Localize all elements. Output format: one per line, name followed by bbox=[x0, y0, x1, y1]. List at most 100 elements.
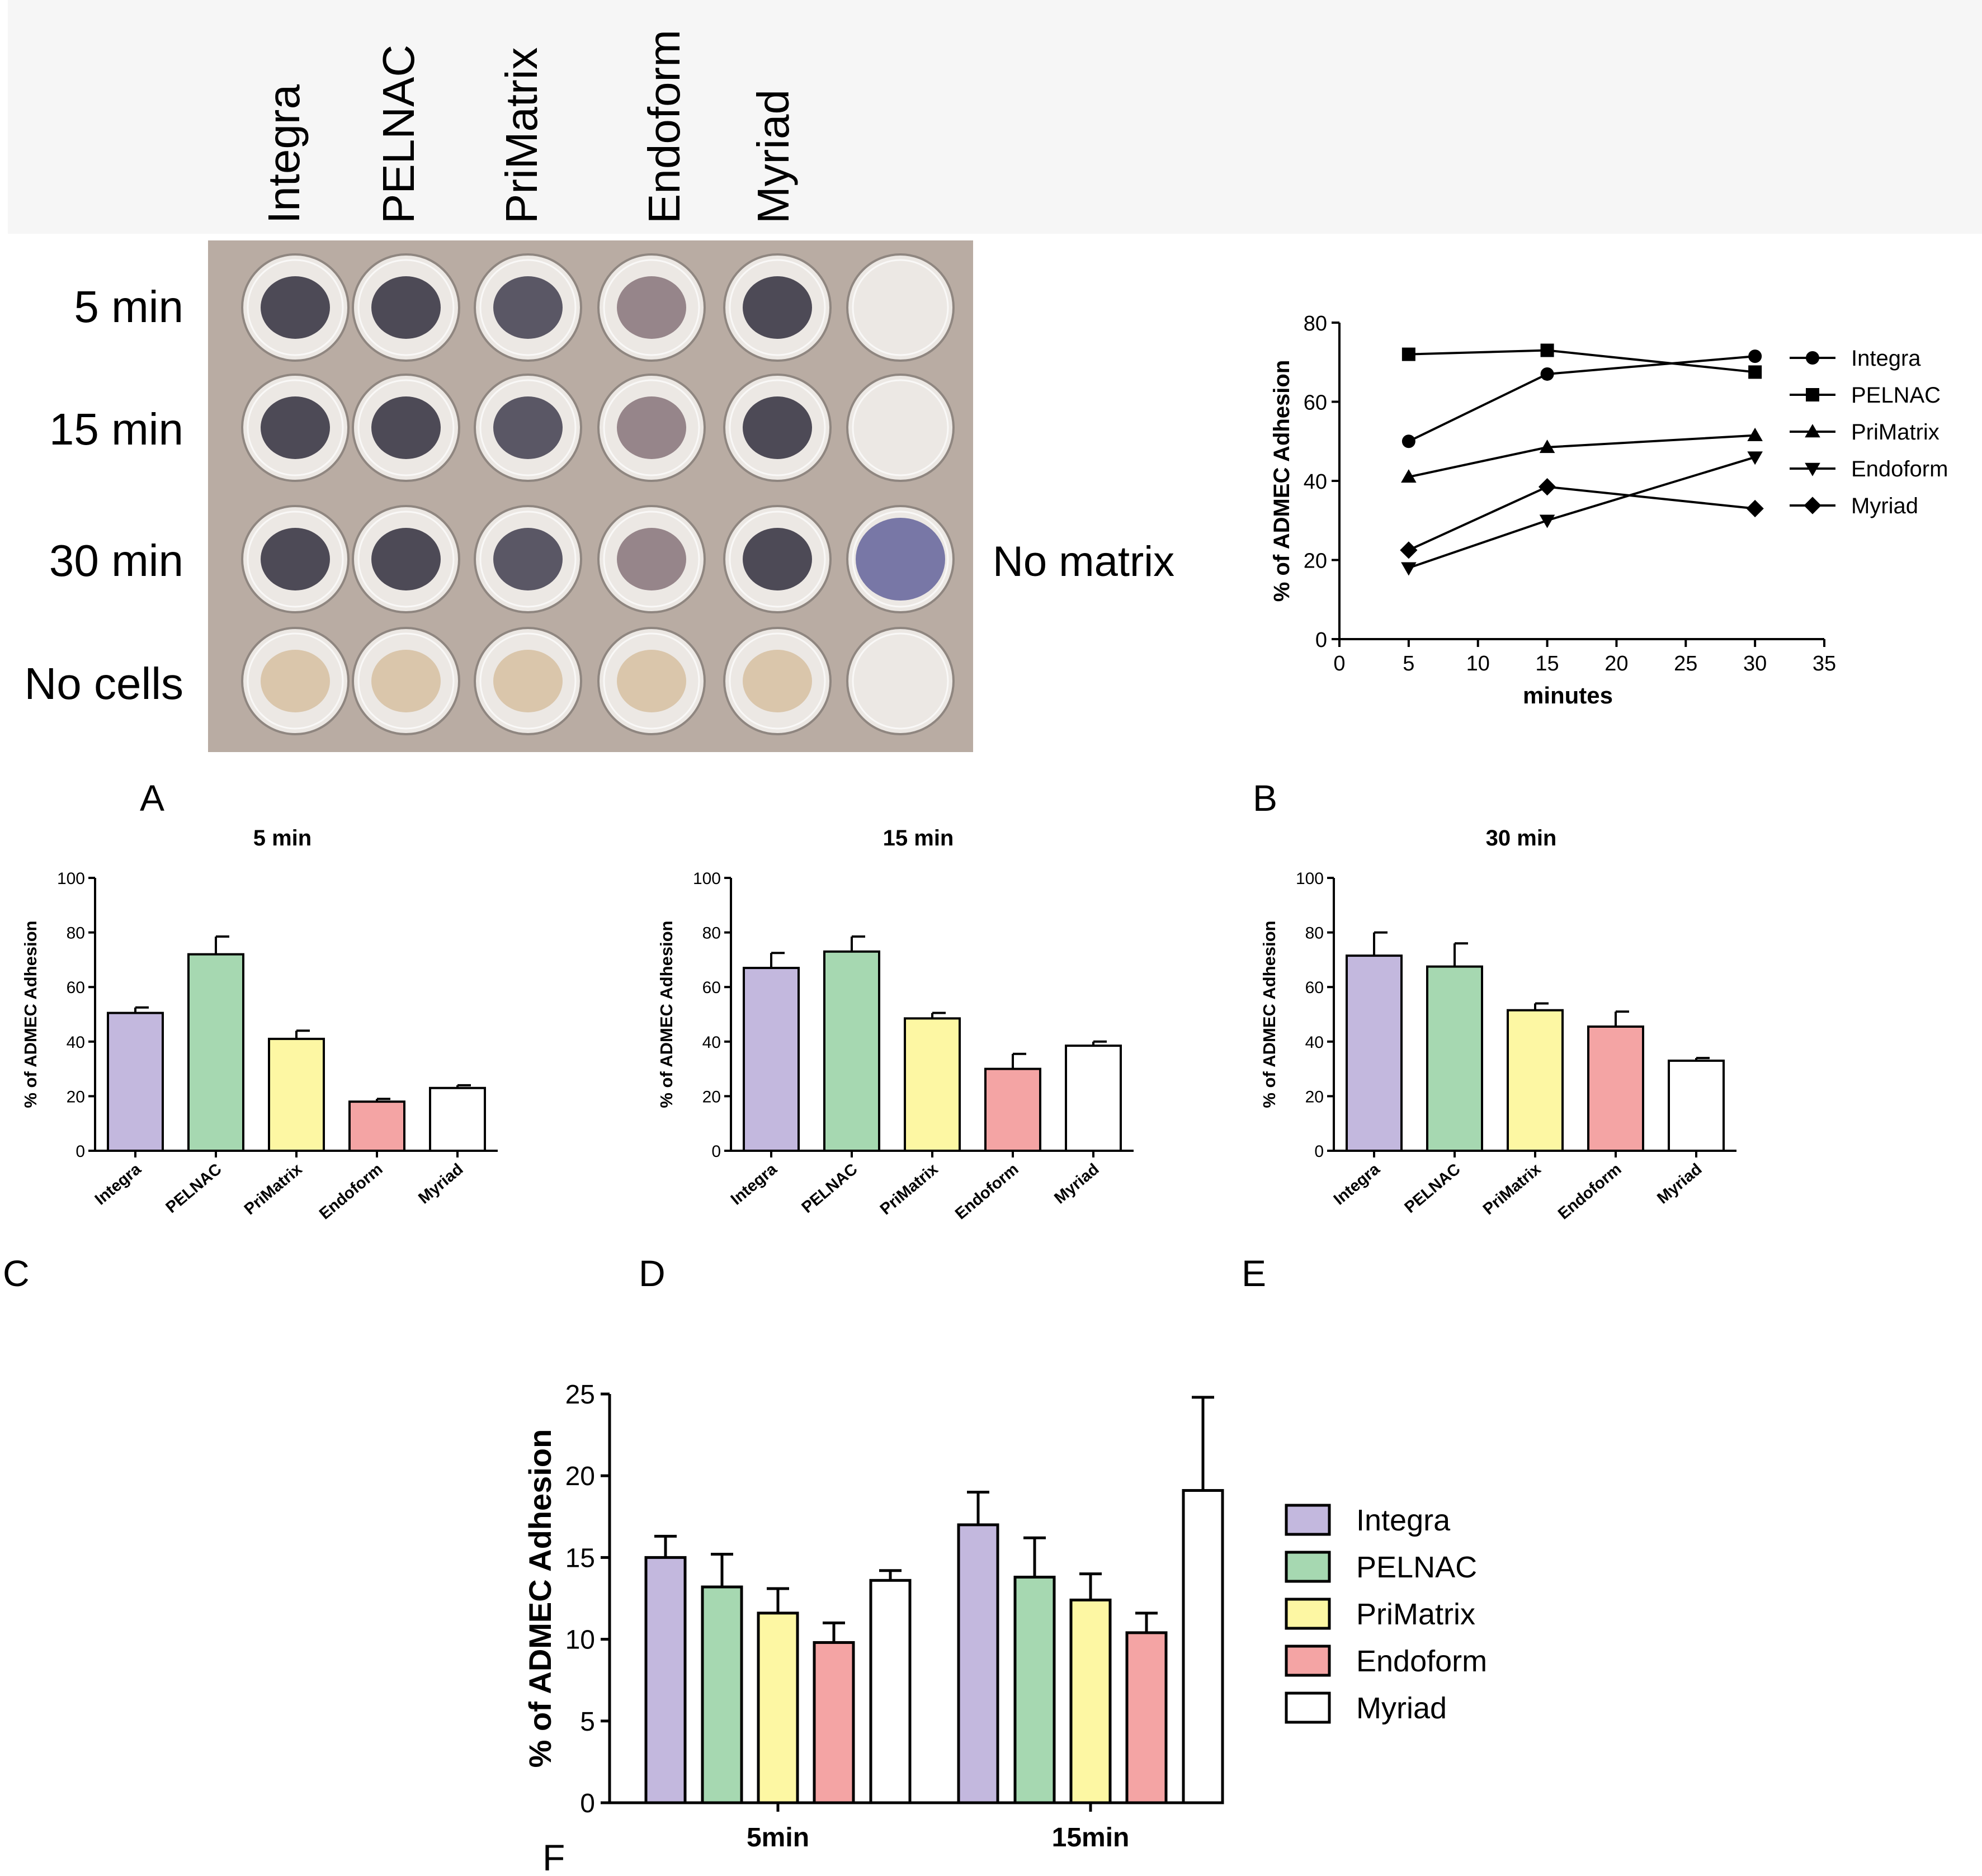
well-rim bbox=[729, 632, 826, 730]
bar-integra-5min bbox=[644, 1556, 687, 1804]
bar-endoform bbox=[984, 1067, 1041, 1152]
panel-letter-b: B bbox=[1253, 777, 1277, 819]
data-point bbox=[1400, 541, 1418, 559]
series-myriad bbox=[1400, 478, 1764, 559]
x-tick-label-pelnac: PELNAC bbox=[1401, 1160, 1464, 1217]
matrix-column-labels: Integra PELNAC PriMatrix Endoform Myriad bbox=[259, 30, 798, 224]
series-line bbox=[1408, 434, 1756, 478]
well-rim bbox=[479, 632, 577, 730]
well-rim bbox=[247, 379, 344, 476]
data-point bbox=[1748, 365, 1762, 379]
well-rim bbox=[357, 632, 455, 730]
panel-c-bar-chart-5min: 5 min 0 20 40 60 80 100 % of ADMEC Adhesion Inte… bbox=[3, 826, 498, 1294]
bar-primatrix bbox=[1507, 1009, 1564, 1152]
x-tick-label: 15 bbox=[1535, 652, 1559, 675]
data-point bbox=[1401, 469, 1417, 483]
matrix-sample bbox=[371, 276, 441, 339]
well-rim bbox=[357, 379, 455, 476]
matrix-sample bbox=[261, 396, 330, 459]
panel-b-line-chart: 0 20 40 60 80 0 5 10 15 20 25 30 35 minutes % of ADMEC… bbox=[1253, 312, 1948, 819]
bar-pelnac-5min bbox=[701, 1585, 743, 1804]
series-line bbox=[1408, 456, 1756, 569]
legend-marker bbox=[1804, 497, 1821, 514]
data-point bbox=[1746, 499, 1764, 518]
data-point bbox=[1539, 440, 1555, 453]
matrix-sample bbox=[617, 650, 686, 712]
x-tick-label-myriad: Myriad bbox=[415, 1160, 466, 1208]
x-tick-label-pelnac: PELNAC bbox=[163, 1160, 225, 1217]
panel-letter-e: E bbox=[1242, 1253, 1266, 1294]
series-pelnac bbox=[1401, 343, 1762, 379]
y-tick-label: 100 bbox=[1296, 870, 1324, 888]
y-axis-title: % of ADMEC Adhesion bbox=[21, 920, 40, 1108]
well-rim bbox=[852, 511, 949, 608]
well-rim bbox=[479, 379, 577, 476]
panel-letter-f: F bbox=[542, 1837, 565, 1876]
x-tick-label-integra: Integra bbox=[92, 1160, 145, 1208]
bar-primatrix bbox=[904, 1017, 961, 1152]
data-point bbox=[1540, 343, 1554, 357]
well-grid bbox=[241, 253, 955, 735]
chart-title: 5 min bbox=[253, 826, 312, 850]
y-tick-label: 40 bbox=[67, 1033, 85, 1052]
legend-label-primatrix: PriMatrix bbox=[1851, 420, 1939, 445]
matrix-sample bbox=[856, 518, 945, 601]
x-tick-label-5min: 5min bbox=[747, 1823, 809, 1853]
panel-f-grouped-bar-chart: 0 5 10 15 20 25% of ADMEC Adhesion 5min 15min In… bbox=[522, 1380, 1487, 1876]
legend: Integra PELNAC PriMatrix Endoform Myriad bbox=[1285, 1504, 1487, 1725]
no-matrix-label: No matrix bbox=[993, 538, 1174, 585]
y-tick-label: 80 bbox=[702, 924, 721, 943]
data-point bbox=[1538, 478, 1556, 496]
matrix-sample bbox=[743, 650, 812, 712]
legend-label-integra: Integra bbox=[1356, 1504, 1451, 1537]
x-tick-label-myriad: Myriad bbox=[1654, 1160, 1705, 1208]
photo-header-band bbox=[8, 0, 1982, 234]
row-label-15-min: 15 min bbox=[49, 404, 183, 454]
legend-label-myriad: Myriad bbox=[1356, 1691, 1447, 1725]
x-tick-label-15min: 15min bbox=[1052, 1823, 1130, 1853]
chart-title: 30 min bbox=[1486, 826, 1557, 850]
y-tick-label: 0 bbox=[1314, 1142, 1324, 1161]
legend-swatch-endoform bbox=[1285, 1645, 1331, 1677]
legend-marker bbox=[1806, 351, 1819, 365]
well-rim bbox=[247, 511, 344, 608]
matrix-label-integra: Integra bbox=[259, 84, 309, 224]
panel-letter-d: D bbox=[639, 1253, 666, 1294]
x-tick-label: 0 bbox=[1333, 652, 1345, 675]
y-tick-label: 80 bbox=[67, 924, 85, 943]
y-tick-label: 0 bbox=[75, 1142, 85, 1161]
matrix-sample bbox=[617, 276, 686, 339]
matrix-sample bbox=[743, 396, 812, 459]
time-row-labels: 5 min 15 min 30 min No cells bbox=[24, 282, 183, 708]
bar-primatrix bbox=[268, 1037, 325, 1152]
row-label-no-cells: No cells bbox=[24, 659, 183, 708]
legend-swatch-pelnac bbox=[1285, 1551, 1331, 1583]
y-tick-label: 5 bbox=[580, 1707, 595, 1737]
matrix-sample bbox=[743, 276, 812, 339]
x-tick-label-primatrix: PriMatrix bbox=[241, 1160, 306, 1218]
panel-d-bar-chart-15min: 15 min 0 20 40 60 80 100 % of ADMEC Adhesion Int… bbox=[639, 826, 1134, 1294]
well bbox=[846, 374, 955, 482]
y-tick-label: 40 bbox=[1304, 470, 1327, 494]
y-tick-label: 0 bbox=[580, 1789, 595, 1818]
bar-pelnac bbox=[187, 953, 244, 1152]
x-tick-label: 10 bbox=[1466, 652, 1490, 675]
series-endoform bbox=[1401, 451, 1763, 576]
y-tick-label: 20 bbox=[67, 1088, 85, 1106]
data-point bbox=[1401, 434, 1415, 448]
bar-pelnac bbox=[1426, 965, 1483, 1152]
well bbox=[846, 253, 955, 362]
matrix-sample bbox=[371, 396, 441, 459]
well-rim bbox=[729, 511, 826, 608]
panel-a-well-plate: Integra PELNAC PriMatrix Endoform Myriad 5 m… bbox=[8, 0, 1982, 819]
data-point bbox=[1747, 427, 1763, 441]
bar-endoform bbox=[348, 1100, 405, 1152]
y-tick-label: 60 bbox=[1304, 391, 1327, 415]
legend-label-pelnac: PELNAC bbox=[1356, 1551, 1477, 1584]
legend-swatch-myriad bbox=[1285, 1691, 1331, 1724]
well-rim bbox=[852, 632, 949, 730]
y-tick-label: 0 bbox=[1315, 629, 1327, 652]
series-line bbox=[1408, 485, 1756, 551]
x-tick-label-endoform: Endoform bbox=[1555, 1160, 1625, 1223]
y-tick-label: 100 bbox=[693, 870, 721, 888]
